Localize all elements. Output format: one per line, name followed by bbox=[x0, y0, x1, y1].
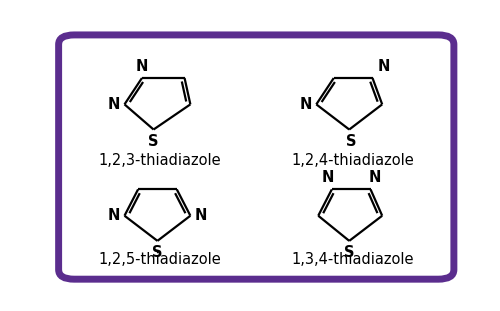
Text: N: N bbox=[300, 97, 312, 112]
Text: S: S bbox=[152, 245, 162, 260]
Text: N: N bbox=[108, 97, 120, 112]
Text: N: N bbox=[108, 208, 120, 223]
Text: N: N bbox=[322, 170, 334, 185]
Text: N: N bbox=[136, 59, 148, 74]
Text: 1,2,5-thiadiazole: 1,2,5-thiadiazole bbox=[98, 252, 221, 267]
Text: N: N bbox=[377, 59, 390, 74]
Text: 1,3,4-thiadiazole: 1,3,4-thiadiazole bbox=[292, 252, 414, 267]
Text: N: N bbox=[195, 208, 207, 223]
Text: N: N bbox=[368, 170, 380, 185]
Text: S: S bbox=[346, 134, 356, 149]
Text: 1,2,3-thiadiazole: 1,2,3-thiadiazole bbox=[98, 153, 220, 168]
Text: 1,2,4-thiadiazole: 1,2,4-thiadiazole bbox=[292, 153, 414, 168]
Text: S: S bbox=[148, 134, 159, 149]
FancyBboxPatch shape bbox=[58, 35, 454, 279]
Text: S: S bbox=[344, 245, 354, 260]
